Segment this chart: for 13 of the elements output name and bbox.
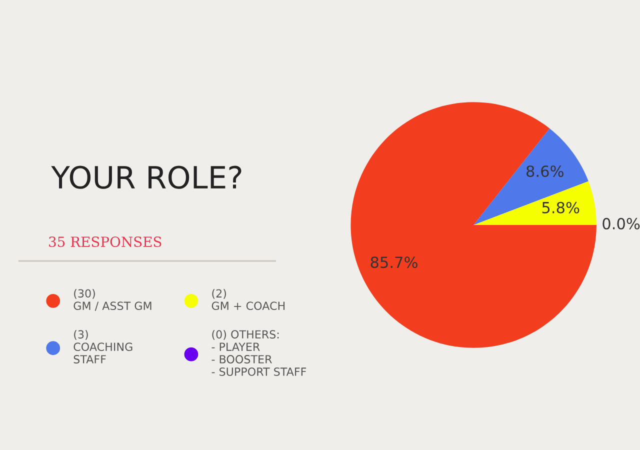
legend-label: (2) GM + COACH <box>212 289 285 310</box>
text: 35 RESPONSES <box>49 236 162 248</box>
text: YOUR ROLE? <box>51 166 242 189</box>
text: 0.0% <box>602 218 640 230</box>
legend-label: (0) OTHERS: - PLAYER - BOOSTER - SUPPORT STAFF <box>212 330 306 376</box>
pie-slice <box>350 102 596 348</box>
data-label: 85.7% <box>370 256 418 268</box>
pie-slice <box>474 128 588 225</box>
data-label: 8.6% <box>526 165 564 178</box>
legend-label: (3) COACHING STAFF <box>74 330 132 364</box>
data-label: 5.8% <box>542 202 580 214</box>
legend-label: (30) GM / ASST GM <box>74 289 152 311</box>
pie-slice <box>474 181 596 225</box>
